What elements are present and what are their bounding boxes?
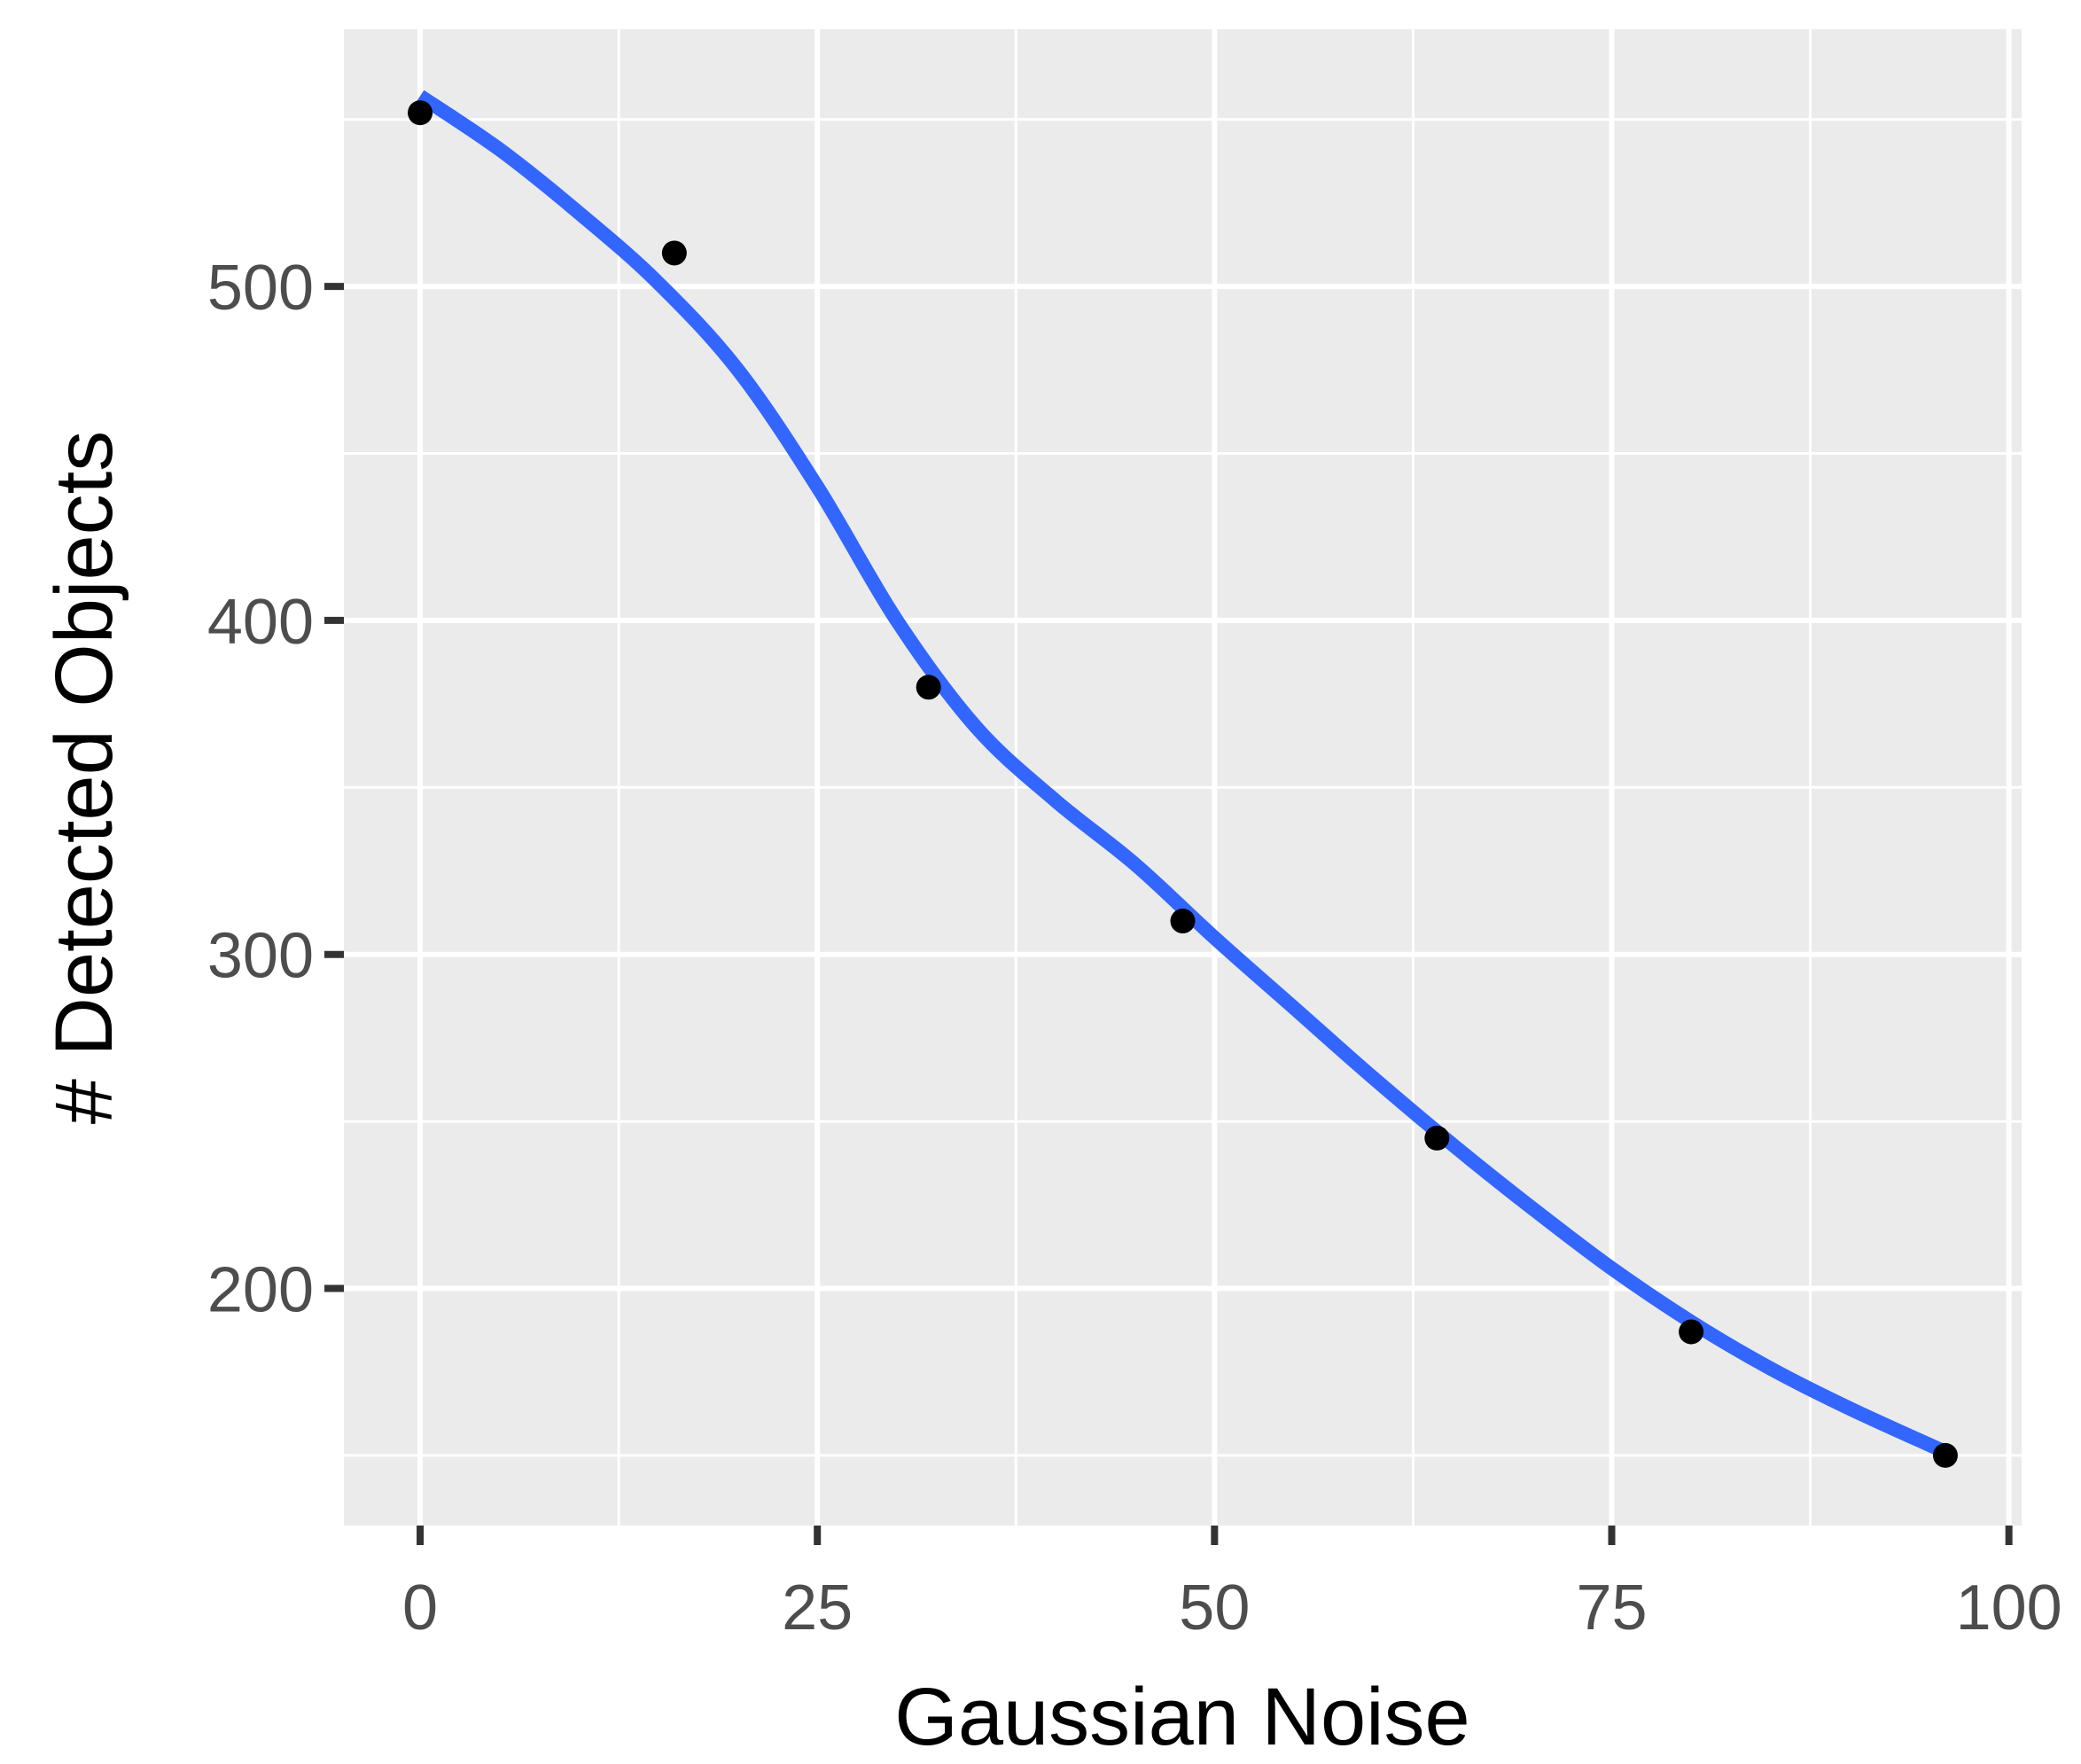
minor-gridlines (344, 29, 2022, 1526)
plot-panel (344, 29, 2022, 1526)
y-tick-label: 400 (207, 587, 314, 658)
y-tick-label: 300 (207, 921, 314, 992)
x-tick-label: 50 (1179, 1573, 1250, 1643)
smooth-fit-line (416, 90, 1949, 1459)
y-axis-title: # Detected Objects (39, 431, 129, 1124)
data-point (1170, 909, 1196, 934)
x-tick-label: 0 (402, 1573, 438, 1643)
data-point (1679, 1319, 1704, 1345)
y-axis: 200 300 400 500 (207, 253, 344, 1325)
y-tick-label: 200 (207, 1254, 314, 1325)
data-point (1424, 1125, 1450, 1151)
smooth-line-layer (416, 90, 1949, 1459)
x-tick-label: 75 (1576, 1573, 1647, 1643)
x-tick-label: 100 (1956, 1573, 2062, 1643)
x-axis-title: Gaussian Noise (894, 1672, 1469, 1762)
data-point (661, 240, 687, 266)
points-layer (408, 100, 1958, 1468)
data-point (1932, 1442, 1958, 1468)
x-tick-label: 25 (782, 1573, 853, 1643)
data-point (916, 675, 941, 700)
x-axis: 0 25 50 75 100 (402, 1526, 2062, 1643)
data-point (408, 100, 433, 126)
y-tick-label: 500 (207, 253, 314, 324)
